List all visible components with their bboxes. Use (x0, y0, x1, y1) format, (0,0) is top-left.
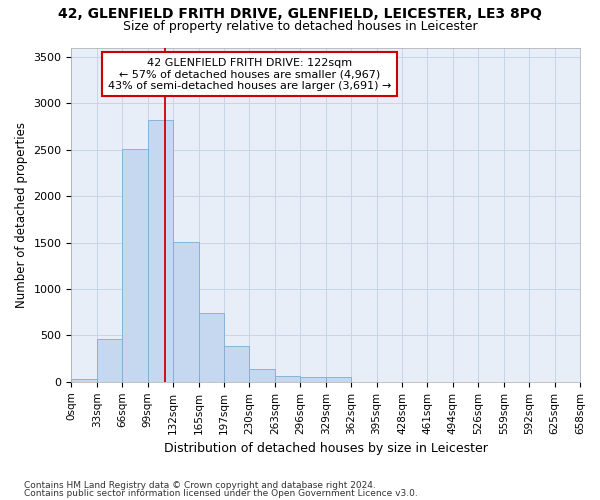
Bar (300, 377, 326, 382)
Bar (250, 370, 275, 382)
Bar (173, 242, 199, 382)
X-axis label: Distribution of detached houses by size in Leicester: Distribution of detached houses by size … (164, 442, 488, 455)
Bar (122, 149, 148, 382)
Bar (97, 338, 122, 382)
Bar (71, 380, 97, 382)
Bar (148, 120, 173, 382)
Bar (199, 312, 224, 382)
Y-axis label: Number of detached properties: Number of detached properties (15, 122, 28, 308)
Bar (224, 346, 250, 382)
Bar (326, 377, 351, 382)
Bar (275, 376, 300, 382)
Text: 42 GLENFIELD FRITH DRIVE: 122sqm
← 57% of detached houses are smaller (4,967)
43: 42 GLENFIELD FRITH DRIVE: 122sqm ← 57% o… (108, 58, 391, 90)
Text: Size of property relative to detached houses in Leicester: Size of property relative to detached ho… (122, 20, 478, 33)
Text: Contains public sector information licensed under the Open Government Licence v3: Contains public sector information licen… (24, 488, 418, 498)
Text: Contains HM Land Registry data © Crown copyright and database right 2024.: Contains HM Land Registry data © Crown c… (24, 481, 376, 490)
Text: 42, GLENFIELD FRITH DRIVE, GLENFIELD, LEICESTER, LE3 8PQ: 42, GLENFIELD FRITH DRIVE, GLENFIELD, LE… (58, 8, 542, 22)
